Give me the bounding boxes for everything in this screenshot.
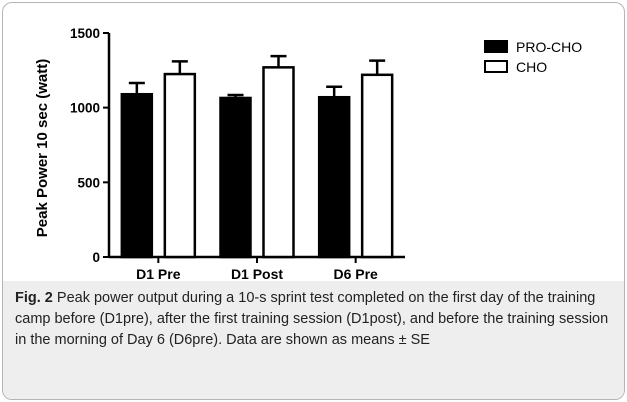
legend-label: CHO: [516, 59, 547, 75]
caption-label: Fig. 2: [15, 290, 53, 306]
bar: [163, 72, 197, 259]
legend-label: PRO-CHO: [516, 39, 582, 55]
bar: [219, 96, 252, 259]
y-tick-label: 1500: [70, 26, 100, 41]
bar: [360, 73, 394, 259]
error-bar: [171, 60, 188, 75]
x-tick-label: D1 Post: [231, 266, 283, 281]
y-tick-label: 500: [77, 175, 100, 190]
error-bar: [128, 81, 145, 95]
error-bar: [369, 59, 386, 75]
y-axis-label: Peak Power 10 sec (watt): [34, 59, 51, 237]
error-bar: [326, 85, 343, 98]
legend-swatch: [484, 60, 508, 73]
legend-swatch: [484, 40, 508, 53]
bar: [262, 66, 295, 259]
caption: Fig. 2 Peak power output during a 10-s s…: [3, 281, 624, 399]
chart: Peak Power 10 sec (watt) 0 500 1000 1500 D1 …: [34, 26, 582, 281]
caption-text: Peak power output during a 10-s sprint t…: [15, 290, 609, 348]
y-tick-label: 0: [92, 250, 100, 265]
bar: [120, 92, 154, 259]
bar: [317, 95, 351, 259]
x-tick-label: D6 Pre: [333, 266, 378, 281]
error-bar: [270, 54, 287, 68]
y-tick-label: 1000: [70, 101, 100, 116]
x-tick-label: D1 Pre: [136, 266, 181, 281]
